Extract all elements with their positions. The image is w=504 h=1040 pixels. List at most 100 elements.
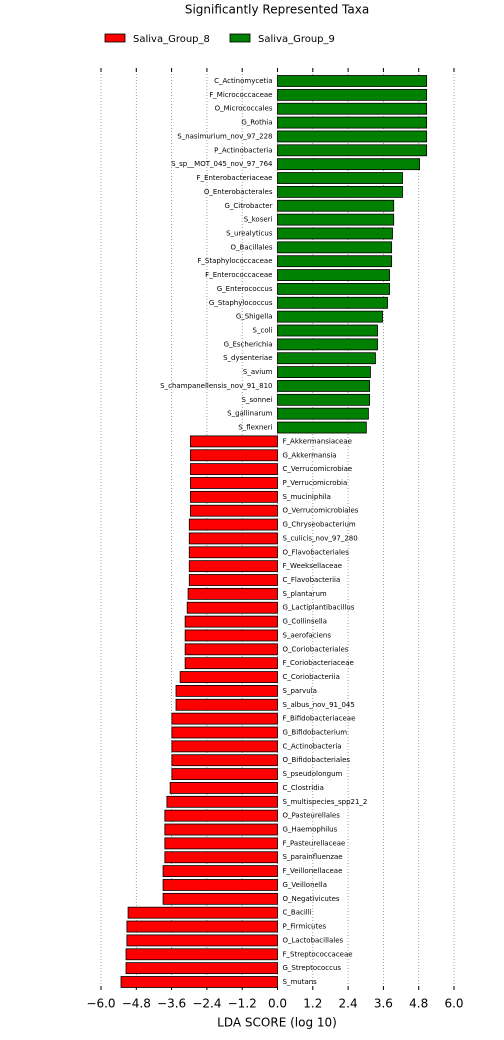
category-label: O_Bacillales <box>231 243 273 251</box>
bar <box>277 296 388 309</box>
category-label: S_aerofaciens <box>283 631 332 639</box>
category-label: S_coli <box>253 327 273 335</box>
category-label: S_urealyticus <box>226 229 273 237</box>
legend-label: Saliva_Group_8 <box>133 34 210 45</box>
bar <box>162 892 278 905</box>
bar <box>277 213 395 226</box>
bar <box>277 199 395 212</box>
category-label: S_sonnei <box>242 396 273 404</box>
category-label: G_Akkermansia <box>283 451 337 459</box>
bar <box>277 227 393 240</box>
category-label: F_Enterococcaceae <box>205 271 272 279</box>
bar <box>126 920 278 933</box>
category-label: F_Pasteurellaceae <box>283 839 346 847</box>
category-label: P_Firmicutes <box>283 923 327 931</box>
bar <box>277 380 370 392</box>
bar <box>169 782 278 794</box>
category-label: G_Bifidobacterium <box>283 728 348 736</box>
x-tick-label: 4.8 <box>409 997 428 1011</box>
category-label: S_albus_nov_91_045 <box>283 701 355 709</box>
bar <box>164 809 278 822</box>
category-label: S_champanellensis_nov_91_810 <box>160 382 272 390</box>
bar <box>171 726 278 739</box>
bar <box>188 560 278 573</box>
bar <box>277 172 403 184</box>
category-label: P_Verrucomicrobia <box>283 479 348 487</box>
category-label: F_Coriobacteriaceae <box>283 659 354 667</box>
category-label: F_Veillonellaceae <box>283 867 343 875</box>
category-label: G_Lactiplantibacillus <box>283 604 355 612</box>
category-label: S_gallinarum <box>227 410 273 418</box>
bar <box>162 865 278 878</box>
category-label: O_Lactobacillales <box>283 936 344 944</box>
bar <box>179 671 278 683</box>
bar <box>277 310 383 323</box>
category-label: F_Bifidobacteriaceae <box>283 715 356 723</box>
bar <box>277 116 428 129</box>
bar <box>164 851 278 864</box>
bar <box>190 490 278 503</box>
category-label: C_Bacilli <box>283 909 312 917</box>
bar <box>171 740 278 753</box>
category-label: G_Rothia <box>241 119 272 127</box>
category-label: F_Staphylococcaceae <box>197 257 272 265</box>
bar <box>190 477 278 489</box>
bar <box>190 504 278 517</box>
category-label: C_Actinomycetia <box>214 77 272 85</box>
bar <box>277 144 428 157</box>
bar <box>277 407 369 420</box>
bar <box>277 269 390 281</box>
bar <box>188 546 278 559</box>
bar <box>190 463 278 476</box>
category-label: S_parainfluenzae <box>283 853 343 861</box>
category-label: O_Verrucomicrobiales <box>283 507 359 515</box>
category-label: S_nasimurium_nov_97_228 <box>177 132 272 140</box>
category-label: P_Actinobacteria <box>214 146 272 154</box>
category-label: O_Negativicutes <box>283 895 340 903</box>
bar <box>277 241 393 254</box>
bar <box>175 685 278 697</box>
category-label: F_Streptococcaceae <box>283 950 353 958</box>
bar <box>277 102 428 115</box>
x-axis-label: LDA SCORE (log 10) <box>217 1016 337 1030</box>
bar <box>188 532 278 545</box>
x-tick-label: −4.8 <box>122 997 151 1011</box>
bar <box>187 587 278 600</box>
x-tick-label: 0.0 <box>268 997 287 1011</box>
bar <box>186 601 278 614</box>
bar <box>190 435 278 448</box>
category-label: S_multispecies_spp21_2 <box>283 798 368 806</box>
bar <box>277 255 393 268</box>
category-label: S_pseudolongum <box>283 770 343 778</box>
bar <box>126 934 278 947</box>
bar <box>277 130 428 143</box>
category-label: O_Flavobacteriales <box>283 548 350 556</box>
category-label: O_Micrococcales <box>215 105 273 113</box>
category-label: G_Chryseobacterium <box>283 521 356 529</box>
bar <box>164 837 278 850</box>
category-label: F_Akkermansiaceae <box>283 437 352 445</box>
category-label: S_sp__MOT_045_nov_97_764 <box>171 160 273 168</box>
category-label: C_Coriobacteriia <box>283 673 340 681</box>
bar <box>277 393 370 406</box>
bar <box>175 698 278 711</box>
bar <box>184 657 278 670</box>
bar <box>171 712 278 725</box>
category-label: G_Escherichia <box>224 340 273 348</box>
x-tick-label: −3.6 <box>157 997 186 1011</box>
category-label: G_Veillonella <box>283 881 328 889</box>
category-label: G_Collinsella <box>283 618 328 626</box>
bar <box>184 629 278 642</box>
bar <box>188 574 278 586</box>
bar <box>190 449 278 462</box>
category-label: G_Enterococcus <box>217 285 273 293</box>
category-label: C_Verrucomicrobiae <box>283 465 353 473</box>
bar <box>277 352 376 365</box>
x-tick-label: 6.0 <box>444 997 463 1011</box>
bar <box>125 962 278 975</box>
bar <box>277 88 428 101</box>
category-label: S_mutans <box>283 978 318 986</box>
bar <box>277 158 420 171</box>
bar <box>127 906 278 919</box>
